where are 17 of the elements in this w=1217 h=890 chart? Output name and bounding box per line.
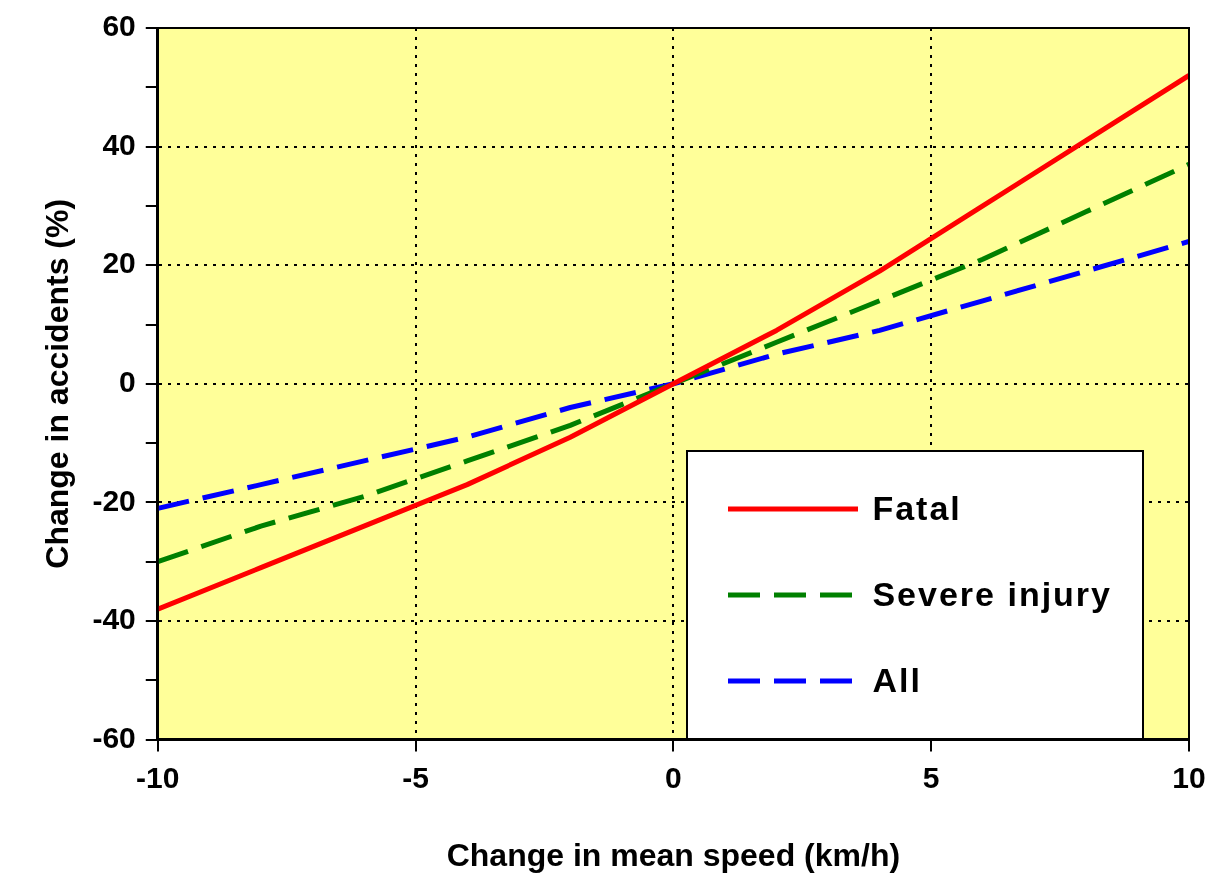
legend-label: Fatal	[872, 489, 962, 529]
y-tick-label: 0	[119, 365, 136, 399]
y-tick-label: 20	[102, 246, 136, 280]
y-axis-title: Change in accidents (%)	[39, 198, 76, 569]
x-tick-label: 10	[1172, 760, 1206, 794]
y-tick-label: 60	[102, 9, 136, 43]
legend-label: All	[872, 661, 922, 701]
legend-label: Severe injury	[872, 575, 1112, 615]
x-tick-label: 0	[665, 760, 682, 794]
x-tick-label: -10	[136, 760, 180, 794]
x-tick-label: 5	[922, 760, 940, 794]
y-tick-label: 40	[102, 127, 136, 161]
y-tick-label: -60	[92, 720, 136, 754]
y-tick-label: -20	[92, 483, 136, 517]
x-axis-title: Change in mean speed (km/h)	[446, 836, 901, 873]
x-tick-label: -5	[402, 760, 429, 794]
y-tick-label: -40	[92, 602, 136, 636]
